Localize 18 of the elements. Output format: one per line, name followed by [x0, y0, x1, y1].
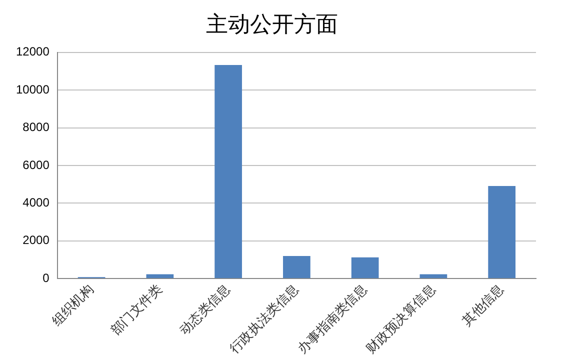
bar	[351, 257, 379, 278]
x-tick-label: 部门文件类	[108, 281, 165, 338]
x-tick-label: 组织机构	[48, 281, 96, 329]
bar	[283, 256, 310, 278]
bar	[488, 186, 516, 278]
x-tick-label: 动态类信息	[176, 281, 233, 338]
y-tick-label: 4000	[22, 196, 50, 210]
y-tick-label: 6000	[22, 158, 50, 172]
bar	[420, 274, 448, 278]
y-tick-label: 12000	[16, 44, 50, 59]
y-tick-label: 2000	[22, 233, 50, 248]
chart-title: 主动公开方面	[206, 11, 338, 36]
bar	[214, 65, 242, 278]
y-tick-label: 0	[42, 270, 50, 285]
y-tick-label: 8000	[22, 120, 50, 134]
x-tick-label: 其他信息	[459, 281, 506, 329]
bar	[146, 274, 174, 278]
y-tick-label: 10000	[16, 82, 50, 96]
